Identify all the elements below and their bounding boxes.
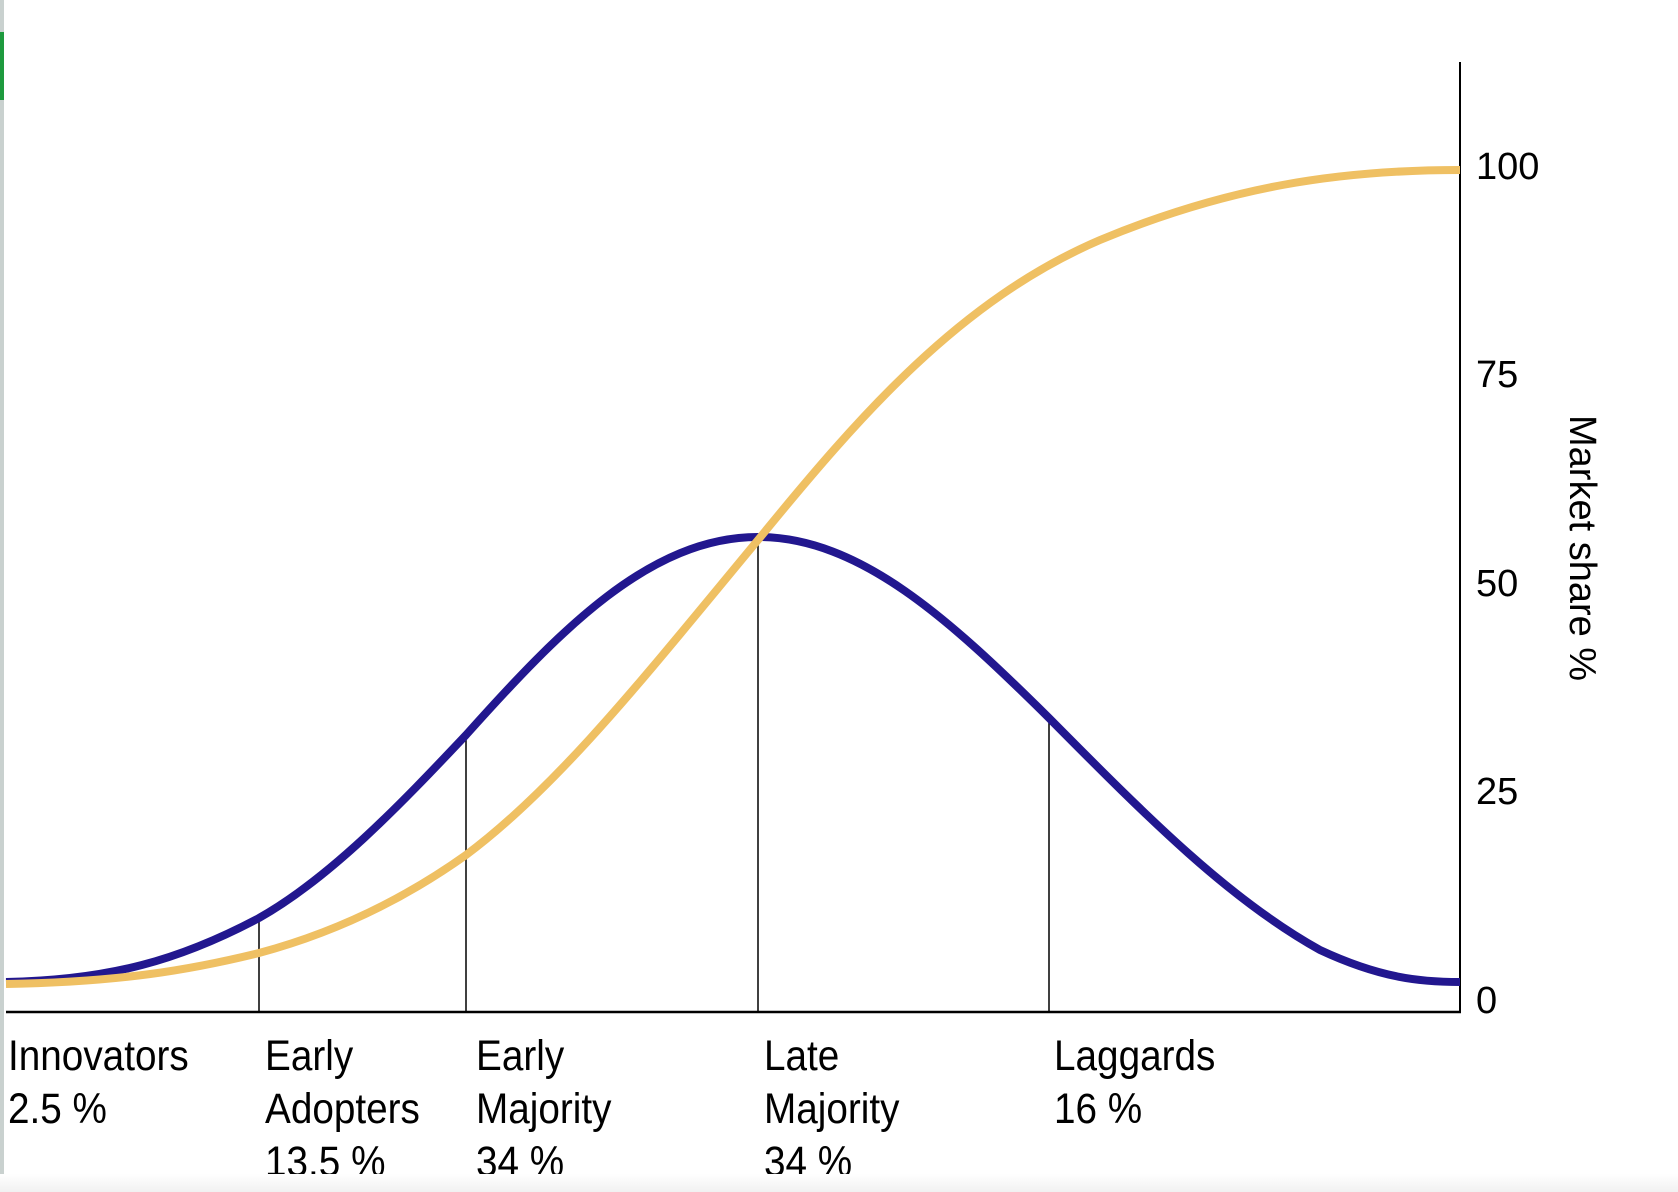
category-laggards: Laggards 16 % — [1054, 1030, 1215, 1136]
category-share: 16 % — [1054, 1085, 1143, 1133]
category-early-majority: Early Majority 34 % — [476, 1030, 611, 1189]
category-name: Early — [265, 1032, 354, 1080]
category-early-adopters: Early Adopters 13.5 % — [265, 1030, 420, 1189]
category-name-2: Majority — [764, 1085, 900, 1133]
y-tick-0: 0 — [1476, 980, 1498, 1022]
y-tick-50: 50 — [1476, 563, 1519, 605]
category-name-2: Majority — [476, 1085, 612, 1133]
category-name: Late — [764, 1032, 840, 1080]
category-name: Innovators — [8, 1032, 189, 1080]
category-name: Early — [476, 1032, 565, 1080]
bottom-edge — [0, 1174, 1678, 1192]
window-edge — [0, 0, 4, 1192]
y-tick-25: 25 — [1476, 771, 1519, 813]
category-late-majority: Late Majority 34 % — [764, 1030, 899, 1189]
category-name-2: Adopters — [265, 1085, 420, 1133]
window-edge-accent — [0, 32, 4, 100]
cumulative-s-curve — [5, 166, 1461, 988]
category-innovators: Innovators 2.5 % — [8, 1030, 189, 1136]
y-tick-75: 75 — [1476, 354, 1519, 396]
adoption-bell-curve — [5, 532, 1461, 986]
y-axis-title: Market share % — [1561, 415, 1603, 682]
category-name: Laggards — [1054, 1032, 1216, 1080]
y-tick-100: 100 — [1476, 146, 1540, 188]
category-share: 2.5 % — [8, 1085, 107, 1133]
